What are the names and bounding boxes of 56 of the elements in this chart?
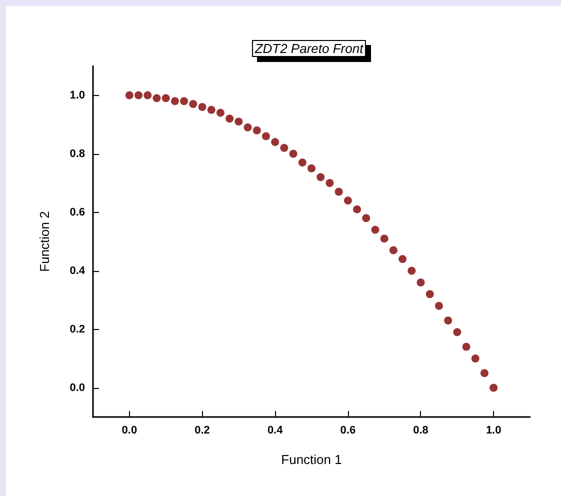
- x-tick-label: 0.8: [413, 424, 428, 436]
- point: [389, 246, 398, 254]
- point: [198, 102, 206, 111]
- point: [134, 91, 143, 100]
- point: [326, 179, 334, 187]
- point: [262, 132, 270, 140]
- point: [416, 278, 425, 286]
- y-tick-label: 1.0: [70, 89, 85, 102]
- point: [380, 234, 388, 243]
- point: [207, 106, 216, 114]
- point: [434, 302, 443, 310]
- point: [271, 138, 280, 146]
- y-tick-label: 0.6: [70, 206, 85, 218]
- point: [453, 328, 462, 336]
- point: [189, 100, 198, 108]
- point: [234, 118, 243, 126]
- point: [152, 94, 161, 102]
- x-tick-label: 0.0: [122, 424, 138, 436]
- point: [334, 188, 343, 196]
- point: [426, 290, 434, 298]
- x-tick-label: 0.4: [267, 424, 284, 436]
- x-tick-label: 0.6: [340, 424, 356, 436]
- point: [398, 255, 407, 264]
- y-tick-label: 0.4: [70, 264, 86, 277]
- point: [371, 226, 380, 234]
- point: [144, 91, 152, 100]
- x-axis-title: Function 1: [281, 452, 342, 467]
- y-tick-label: 0.2: [70, 323, 85, 336]
- point: [252, 126, 261, 134]
- point: [162, 94, 170, 102]
- point: [353, 205, 362, 214]
- point: [490, 384, 498, 392]
- point: [444, 316, 452, 324]
- point: [244, 123, 252, 132]
- point: [180, 97, 188, 106]
- point: [462, 342, 470, 351]
- point: [170, 97, 179, 106]
- point: [308, 164, 316, 172]
- point: [226, 114, 234, 123]
- y-tick-label: 0.8: [70, 148, 85, 160]
- point: [216, 108, 224, 117]
- point: [408, 266, 416, 275]
- point: [298, 158, 306, 167]
- point: [125, 91, 134, 100]
- point: [289, 150, 298, 158]
- point: [471, 354, 480, 362]
- y-axis-title: Function 2: [37, 211, 52, 272]
- chart-title: ZDT2 Pareto Front: [254, 41, 365, 56]
- point: [344, 196, 352, 205]
- point: [280, 144, 288, 152]
- y-tick-label: 0.0: [70, 382, 85, 394]
- point: [316, 173, 325, 182]
- x-tick-label: 1.0: [486, 424, 502, 436]
- x-tick-label: 0.2: [194, 424, 210, 436]
- point: [480, 369, 488, 378]
- point: [362, 214, 370, 222]
